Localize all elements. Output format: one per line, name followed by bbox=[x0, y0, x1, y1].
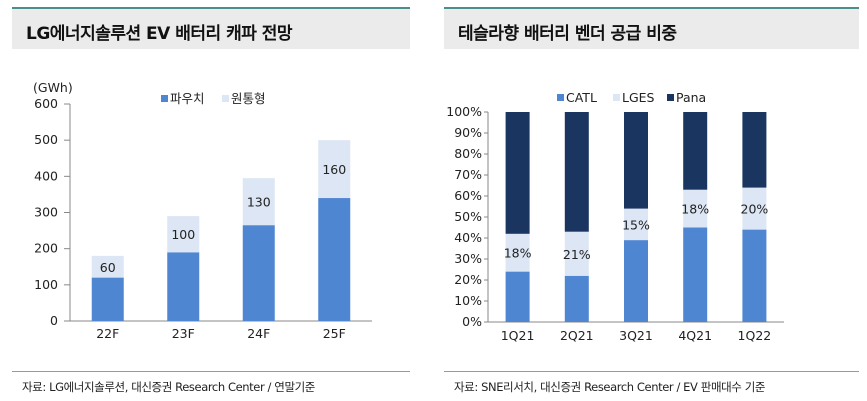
bar-lges-1Q21 bbox=[505, 233, 530, 272]
bar-pana-1Q21 bbox=[505, 112, 530, 234]
bar-lges-1Q22 bbox=[742, 187, 767, 230]
bar-pana-2Q21 bbox=[564, 112, 589, 232]
data-label: 18% bbox=[681, 202, 709, 217]
bar-pana-1Q22 bbox=[742, 112, 767, 188]
y-tick-label: 400 bbox=[34, 168, 58, 183]
x-tick-label: 1Q22 bbox=[738, 328, 772, 343]
right-chart-title: 테슬라향 배터리 벤더 공급 비중 bbox=[458, 24, 677, 44]
y-tick-label: 100 bbox=[34, 277, 58, 292]
bar-lges-2Q21 bbox=[564, 231, 589, 276]
bar-pouch-25F bbox=[318, 198, 351, 321]
left-chart-panel: LG에너지솔루션 EV 배터리 캐파 전망 (GWh) 0 100 200 300 400… bbox=[0, 0, 418, 401]
data-label: 160 bbox=[322, 162, 346, 177]
x-tick-label: 25F bbox=[323, 326, 346, 341]
y-tick-label: 50% bbox=[454, 209, 482, 224]
bar-catl-3Q21 bbox=[624, 240, 648, 322]
bar-catl-1Q22 bbox=[742, 229, 767, 322]
y-tick-label: 60% bbox=[454, 188, 482, 203]
legend-swatch bbox=[557, 94, 564, 101]
y-tick-label: 90% bbox=[454, 125, 482, 140]
y-tick-label: 20% bbox=[454, 272, 482, 287]
x-tick-label: 2Q21 bbox=[560, 328, 594, 343]
right-title-bar: 테슬라향 배터리 벤더 공급 비중 bbox=[444, 7, 859, 49]
x-tick-label: 1Q21 bbox=[501, 328, 535, 343]
bar-pouch-22F bbox=[91, 277, 124, 321]
data-label: 130 bbox=[247, 195, 271, 210]
y-tick-label: 500 bbox=[34, 132, 58, 147]
x-tick-label: 23F bbox=[172, 326, 195, 341]
x-tick-label: 24F bbox=[247, 326, 270, 341]
bar-pouch-24F bbox=[242, 225, 275, 321]
legend-label: CATL bbox=[566, 90, 597, 105]
x-tick-label: 3Q21 bbox=[619, 328, 653, 343]
right-chart: 0% 10% 20% 30% 40% 50% 60% 70% 80% 90% 100% 18% 1Q21… bbox=[446, 90, 784, 343]
legend-label: Pana bbox=[676, 90, 706, 105]
left-title-bar: LG에너지솔루션 EV 배터리 캐파 전망 bbox=[12, 7, 410, 49]
y-unit-label: (GWh) bbox=[33, 80, 73, 95]
legend-label: 원통형 bbox=[231, 91, 266, 106]
y-tick-label: 0 bbox=[50, 313, 58, 328]
y-tick-label: 200 bbox=[34, 241, 58, 256]
right-source-note: 자료: SNE리서치, 대신증권 Research Center / EV 판매… bbox=[444, 371, 859, 401]
left-source-note: 자료: LG에너지솔루션, 대신증권 Research Center / 연말기… bbox=[12, 371, 410, 401]
y-tick-label: 300 bbox=[34, 205, 58, 220]
x-tick-label: 4Q21 bbox=[678, 328, 712, 343]
bar-cylindrical-22F bbox=[91, 255, 124, 278]
data-label: 60 bbox=[100, 260, 116, 275]
bar-pana-4Q21 bbox=[683, 112, 708, 190]
legend-label: 파우치 bbox=[170, 91, 205, 106]
y-tick-label: 600 bbox=[34, 96, 58, 111]
y-tick-label: 80% bbox=[454, 146, 482, 161]
left-chart-title: LG에너지솔루션 EV 배터리 캐파 전망 bbox=[26, 24, 293, 44]
bar-pouch-23F bbox=[167, 252, 200, 321]
y-tick-label: 0% bbox=[462, 314, 482, 329]
bar-catl-2Q21 bbox=[564, 275, 589, 322]
bar-catl-1Q21 bbox=[505, 271, 530, 322]
legend-swatch bbox=[667, 94, 674, 101]
left-chart: (GWh) 0 100 200 300 400 500 600 60 22F 100 23F 130 24… bbox=[33, 80, 372, 341]
legend-label: LGES bbox=[622, 90, 655, 105]
bar-lges-3Q21 bbox=[624, 208, 648, 241]
data-label: 20% bbox=[741, 202, 769, 217]
x-tick-label: 22F bbox=[96, 326, 119, 341]
y-tick-label: 100% bbox=[446, 104, 482, 119]
legend-swatch bbox=[613, 94, 620, 101]
y-tick-label: 70% bbox=[454, 167, 482, 182]
legend-swatch bbox=[161, 95, 168, 102]
bar-catl-4Q21 bbox=[683, 227, 708, 322]
y-tick-label: 10% bbox=[454, 293, 482, 308]
y-tick-label: 40% bbox=[454, 230, 482, 245]
y-tick-label: 30% bbox=[454, 251, 482, 266]
bar-cylindrical-24F bbox=[242, 178, 275, 226]
legend-swatch bbox=[222, 95, 229, 102]
bar-cylindrical-23F bbox=[167, 216, 200, 253]
bar-pana-3Q21 bbox=[624, 112, 648, 209]
data-label: 18% bbox=[504, 246, 532, 261]
data-label: 100 bbox=[171, 227, 195, 242]
data-label: 15% bbox=[622, 217, 650, 232]
right-chart-panel: 테슬라향 배터리 벤더 공급 비중 0% 10% 20% 30% 40% 50% 60% 70… bbox=[432, 0, 867, 401]
bar-lges-4Q21 bbox=[683, 189, 708, 228]
bar-cylindrical-25F bbox=[318, 140, 351, 199]
data-label: 21% bbox=[563, 247, 591, 262]
